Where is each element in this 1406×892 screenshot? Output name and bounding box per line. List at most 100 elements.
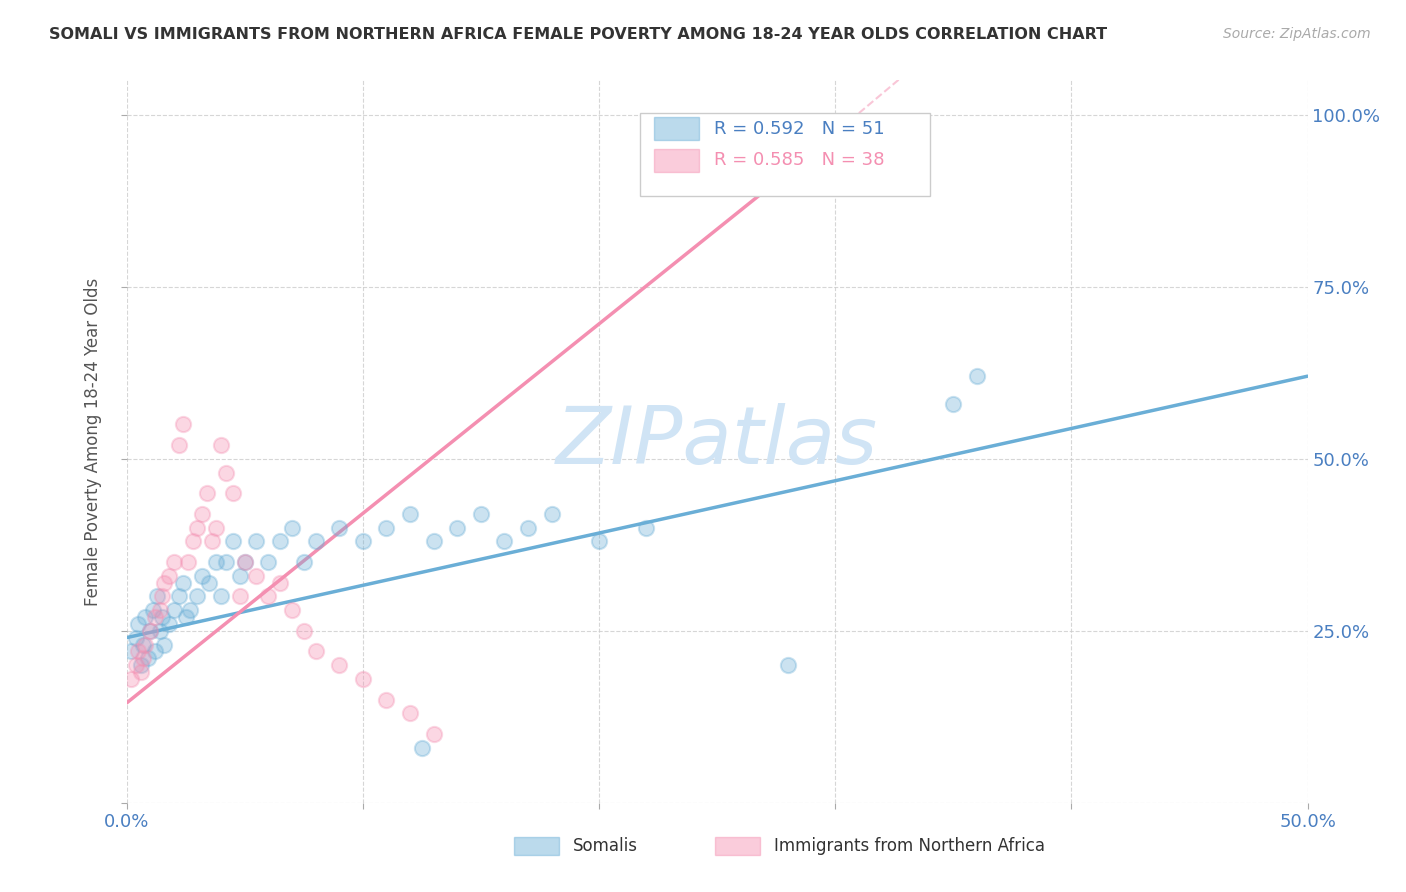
Point (292, 624, 315, 638)
Point (229, 590, 252, 604)
Point (132, 638, 155, 652)
Point (134, 610, 156, 624)
Point (269, 575, 291, 590)
Point (172, 417, 194, 432)
Point (136, 651, 159, 665)
Point (399, 507, 422, 521)
Point (198, 575, 221, 590)
FancyBboxPatch shape (515, 837, 558, 855)
Point (328, 658, 350, 673)
Point (163, 603, 186, 617)
Point (215, 555, 238, 569)
Point (195, 486, 218, 500)
Point (966, 369, 988, 384)
Point (209, 590, 232, 604)
Point (181, 534, 204, 549)
Point (205, 520, 228, 534)
Point (143, 610, 166, 624)
Point (167, 590, 190, 604)
Text: R = 0.592   N = 51: R = 0.592 N = 51 (713, 120, 884, 137)
Point (172, 575, 194, 590)
Point (517, 520, 540, 534)
Point (942, 397, 965, 411)
Point (146, 590, 169, 604)
FancyBboxPatch shape (714, 837, 759, 855)
Point (222, 486, 245, 500)
Point (157, 616, 180, 631)
Point (174, 610, 197, 624)
Point (149, 603, 172, 617)
Point (179, 603, 201, 617)
Point (139, 624, 162, 638)
Point (120, 644, 142, 658)
Point (470, 507, 492, 521)
Point (422, 534, 444, 549)
Point (191, 507, 214, 521)
FancyBboxPatch shape (640, 112, 929, 196)
Point (245, 534, 267, 549)
Point (127, 644, 149, 658)
Point (186, 590, 208, 604)
Point (422, 727, 444, 741)
Point (132, 651, 155, 665)
Point (352, 672, 374, 686)
Point (129, 665, 152, 679)
Point (129, 658, 152, 673)
Point (233, 555, 256, 569)
Point (281, 520, 304, 534)
Point (636, 520, 658, 534)
Point (399, 706, 422, 721)
Point (120, 672, 142, 686)
Point (588, 534, 610, 549)
Point (205, 555, 228, 569)
Point (375, 520, 398, 534)
Point (163, 555, 186, 569)
Point (269, 534, 291, 549)
Point (186, 520, 208, 534)
Point (292, 555, 315, 569)
Point (281, 603, 304, 617)
Point (209, 438, 232, 452)
Point (139, 624, 162, 638)
Point (125, 658, 148, 673)
Point (149, 624, 172, 638)
Point (304, 644, 326, 658)
Point (540, 507, 562, 521)
Point (229, 568, 252, 582)
Y-axis label: Female Poverty Among 18-24 Year Olds: Female Poverty Among 18-24 Year Olds (84, 277, 103, 606)
Point (257, 590, 280, 604)
Point (141, 603, 163, 617)
Point (411, 740, 433, 755)
Point (222, 534, 245, 549)
Point (177, 555, 200, 569)
Text: Source: ZipAtlas.com: Source: ZipAtlas.com (1223, 27, 1371, 41)
Point (776, 658, 799, 673)
Text: Immigrants from Northern Africa: Immigrants from Northern Africa (773, 837, 1045, 855)
Point (215, 466, 238, 480)
Point (127, 616, 149, 631)
Point (352, 534, 374, 549)
Point (153, 638, 176, 652)
Point (150, 610, 173, 624)
Point (125, 631, 148, 645)
Text: ZIPatlas: ZIPatlas (555, 402, 879, 481)
FancyBboxPatch shape (654, 117, 699, 140)
FancyBboxPatch shape (654, 149, 699, 172)
Point (233, 555, 256, 569)
Point (328, 520, 350, 534)
Point (157, 568, 180, 582)
Point (446, 520, 468, 534)
Point (200, 534, 222, 549)
Text: SOMALI VS IMMIGRANTS FROM NORTHERN AFRICA FEMALE POVERTY AMONG 18-24 YEAR OLDS C: SOMALI VS IMMIGRANTS FROM NORTHERN AFRIC… (49, 27, 1108, 42)
Point (245, 568, 267, 582)
Point (143, 644, 166, 658)
Point (191, 568, 214, 582)
Point (134, 638, 156, 652)
Point (167, 438, 190, 452)
Point (375, 692, 398, 706)
Point (304, 534, 326, 549)
Text: Somalis: Somalis (574, 837, 638, 855)
Point (153, 575, 176, 590)
Point (150, 590, 173, 604)
Point (257, 555, 280, 569)
